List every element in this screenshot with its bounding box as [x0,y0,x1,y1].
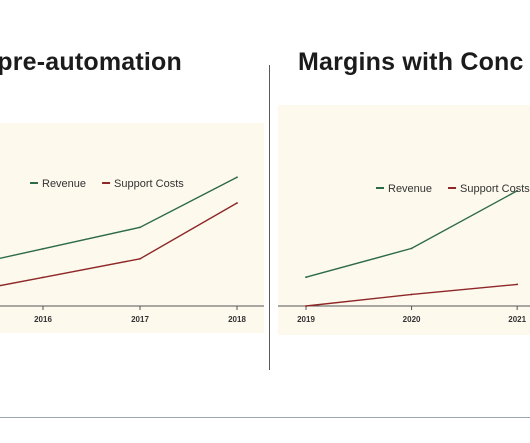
left-x-tick-label: 2017 [131,315,149,324]
right-legend-label-1: Support Costs [460,183,530,195]
right-data-point [410,247,413,250]
right-chart-panel: 2019 2020 2021 Revenue Support Costs [278,105,530,335]
left-data-point [236,202,238,204]
right-line-chart: 2019 2020 2021 Revenue Support Costs [278,183,530,324]
left-chart-panel: 2015201620172018RevenueSupport Costs [0,123,264,333]
vertical-divider [269,65,270,370]
right-series-line-0 [305,190,518,278]
right-x-tick-label: 2019 [297,315,315,324]
left-data-point [236,176,238,179]
left-legend-label-0: Revenue [42,178,86,190]
right-x-tick-label: 2020 [403,315,421,324]
left-data-point [42,247,44,250]
left-data-point [42,276,44,279]
right-slide-title: Margins with Conc [298,48,524,76]
right-data-point [516,283,519,286]
left-x-tick-label: 2018 [228,315,246,324]
left-series-line-0 [0,176,238,260]
right-data-point [305,305,307,307]
left-x-tick-label: 2016 [34,315,52,324]
left-data-point [139,257,141,260]
left-series-line-1 [0,202,238,287]
right-data-point [305,276,307,279]
bottom-rule [0,417,530,418]
left-slide-title: s pre-automation [0,48,182,76]
right-legend-label-0: Revenue [388,183,432,195]
left-line-chart: 2015201620172018RevenueSupport Costs [0,176,264,324]
left-data-point [139,226,141,229]
left-legend-label-1: Support Costs [114,178,184,190]
right-data-point [516,189,519,192]
right-x-tick-label: 2021 [508,315,526,324]
right-data-point [410,293,413,296]
